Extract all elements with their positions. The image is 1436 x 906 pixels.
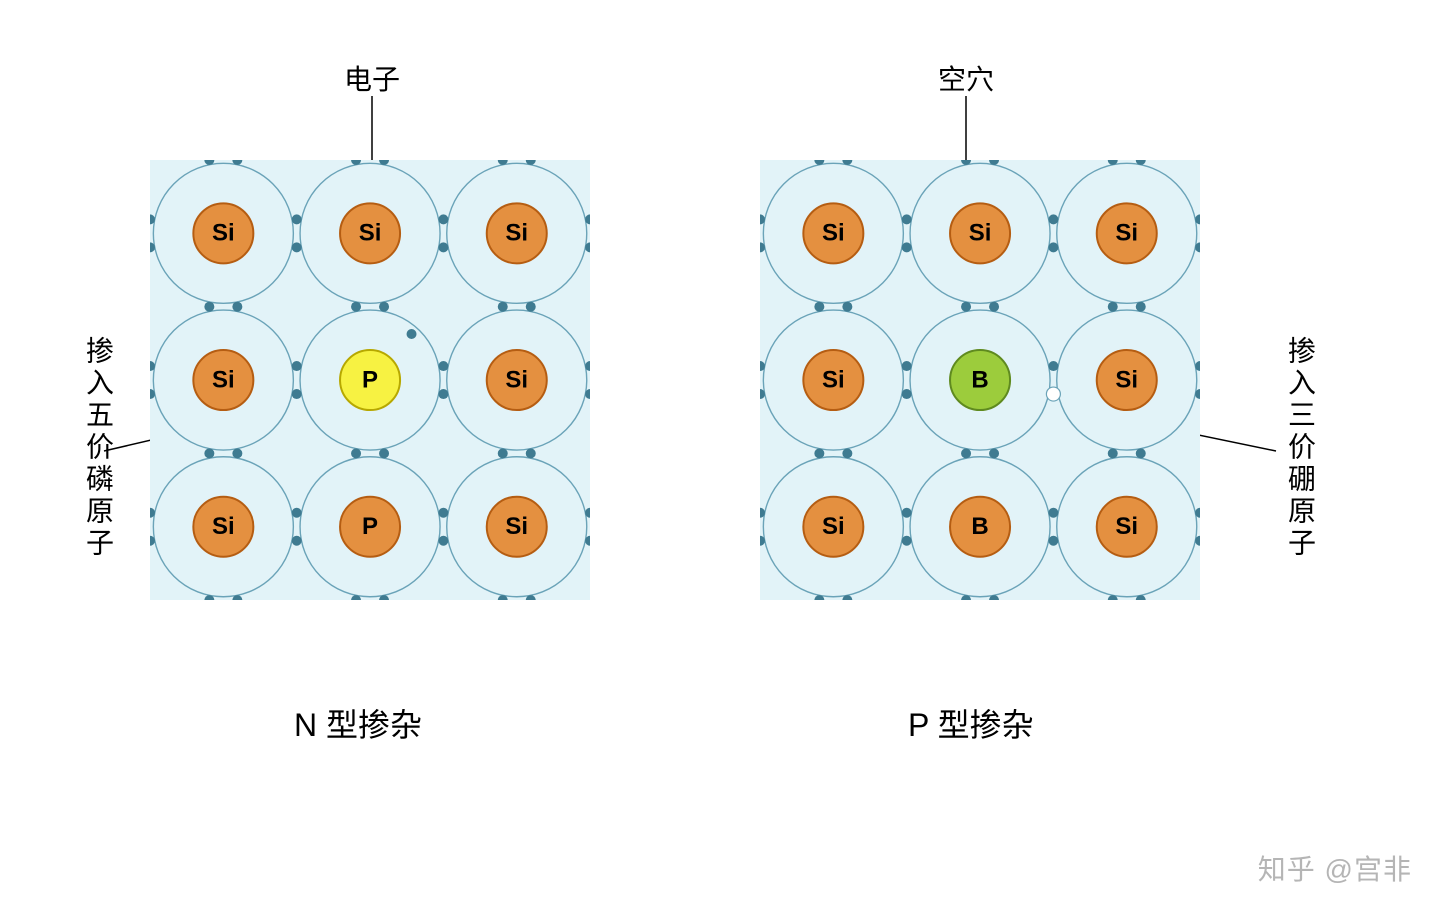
electron	[1048, 361, 1058, 371]
p-type-caption: P 型掺杂	[908, 700, 1034, 746]
atom-label: Si	[822, 220, 845, 247]
electron	[498, 302, 508, 312]
electron	[902, 361, 912, 371]
electron	[379, 448, 389, 458]
electron	[902, 242, 912, 252]
atom-label: B	[971, 366, 988, 393]
electron	[902, 536, 912, 546]
electron	[1136, 448, 1146, 458]
electron	[526, 448, 536, 458]
atom-label: Si	[505, 366, 528, 393]
electron	[1136, 302, 1146, 312]
atom-label: Si	[359, 220, 382, 247]
electron	[232, 302, 242, 312]
atom-label: Si	[212, 366, 235, 393]
electron	[351, 448, 361, 458]
electron	[902, 389, 912, 399]
electron	[292, 242, 302, 252]
electron	[438, 361, 448, 371]
electron	[438, 214, 448, 224]
electron	[438, 242, 448, 252]
electron	[204, 302, 214, 312]
electron	[1048, 242, 1058, 252]
atom-label: Si	[1115, 220, 1138, 247]
electron	[292, 361, 302, 371]
free-electron	[407, 329, 417, 339]
electron	[351, 302, 361, 312]
atom-label: Si	[1115, 513, 1138, 540]
atom-label: Si	[1115, 366, 1138, 393]
electron	[814, 302, 824, 312]
electron	[204, 448, 214, 458]
electron	[379, 302, 389, 312]
atom-label: Si	[212, 220, 235, 247]
phosphorus-side-label: 掺入五价磷原子	[78, 336, 118, 560]
atom-label: Si	[212, 513, 235, 540]
electron	[1048, 508, 1058, 518]
atom-label: Si	[822, 513, 845, 540]
electron	[438, 536, 448, 546]
electron	[292, 389, 302, 399]
electron	[292, 214, 302, 224]
electron	[989, 302, 999, 312]
electron	[961, 302, 971, 312]
electron	[842, 448, 852, 458]
hole-label: 空穴	[938, 58, 994, 98]
electron	[1108, 302, 1118, 312]
n-type-caption: N 型掺杂	[294, 700, 422, 746]
atom-label: P	[362, 513, 378, 540]
atom-label: Si	[505, 513, 528, 540]
electron	[438, 389, 448, 399]
atom-label: Si	[505, 220, 528, 247]
hole-marker	[1046, 387, 1060, 401]
electron	[438, 508, 448, 518]
n-type-lattice: Si Si Si Si P Si Si P Si	[150, 160, 590, 600]
electron	[232, 448, 242, 458]
electron	[902, 508, 912, 518]
electron	[1108, 448, 1118, 458]
electron	[1048, 536, 1058, 546]
atom-label: Si	[822, 366, 845, 393]
electron	[292, 536, 302, 546]
electron	[814, 448, 824, 458]
atom-label: B	[971, 513, 988, 540]
electron	[498, 448, 508, 458]
p-type-lattice: Si Si Si Si B Si Si B Si	[760, 160, 1200, 600]
electron	[1048, 214, 1058, 224]
electron-label: 电子	[344, 58, 400, 98]
boron-side-label: 掺入三价硼原子	[1280, 336, 1320, 560]
atom-label: P	[362, 366, 378, 393]
atom-label: Si	[969, 220, 992, 247]
electron	[961, 448, 971, 458]
watermark: 知乎 @宫非	[1258, 848, 1412, 888]
electron	[292, 508, 302, 518]
electron	[842, 302, 852, 312]
electron	[526, 302, 536, 312]
electron	[902, 214, 912, 224]
electron	[989, 448, 999, 458]
